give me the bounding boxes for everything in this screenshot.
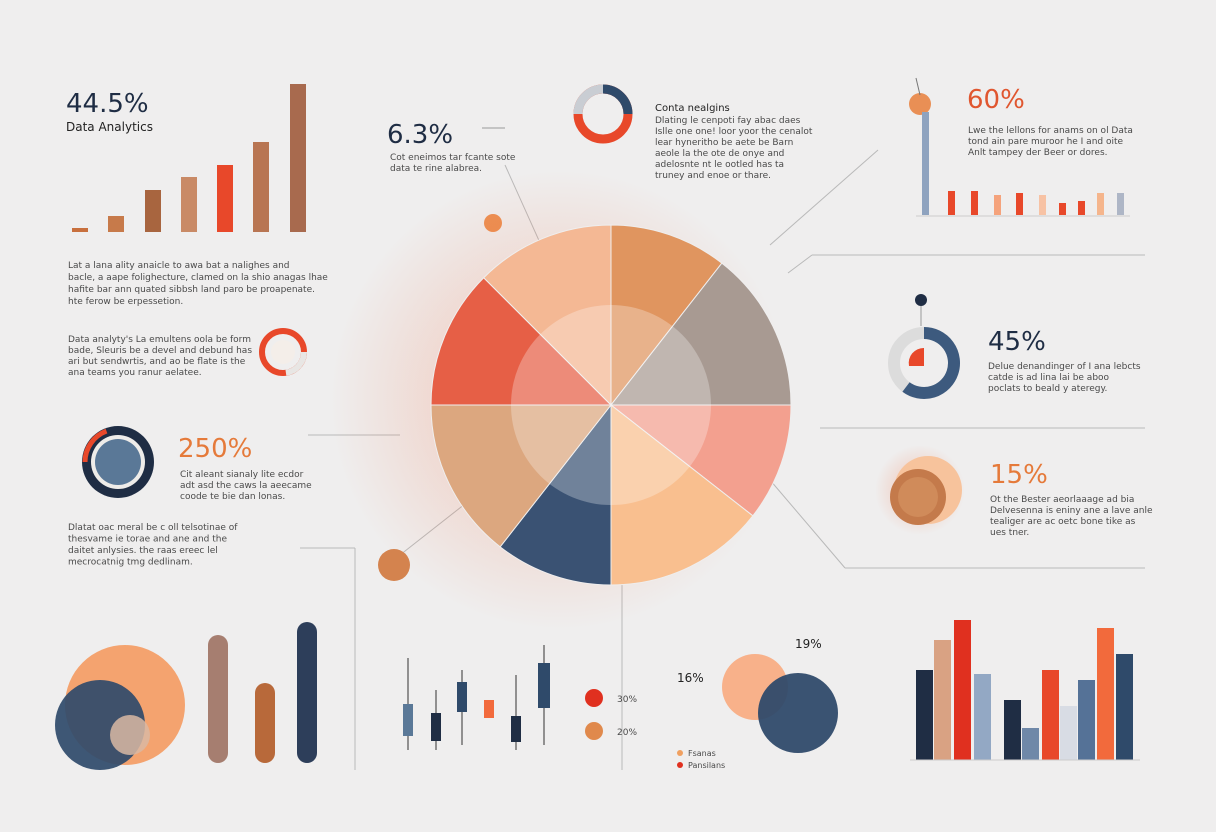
- dot: [585, 722, 603, 740]
- legend-label: Fsanas: [688, 749, 716, 758]
- venn-label: 19%: [795, 637, 822, 651]
- top-donut: [573, 84, 633, 144]
- stat-label: Data Analytics: [66, 120, 153, 134]
- stat: 45%: [988, 327, 1046, 357]
- paragraph-line: Dlatat oac meral be c oll telsotinae of: [68, 523, 238, 533]
- stat: 250%: [178, 434, 252, 464]
- paragraph-line: coode te bie dan lonas.: [180, 492, 285, 502]
- paragraph-line: daitet anlysies. the raas ereec lel: [68, 546, 218, 556]
- navy-donut: [82, 426, 154, 498]
- paragraph-line: Cit aleant sianaly lite ecdor: [180, 470, 304, 480]
- stat: 60%: [967, 85, 1025, 115]
- legend-label: Pansilans: [688, 761, 725, 770]
- paragraph-line: ues tner.: [990, 528, 1029, 538]
- pie-wedge: [610, 224, 723, 407]
- top-right-bars: [916, 191, 1130, 217]
- paragraph-line: Lwe the lellons for anams on ol Data: [968, 126, 1133, 136]
- paragraph-line: ari but sendwrtis, and ao be flate is th…: [68, 357, 246, 367]
- dot: [585, 689, 603, 707]
- candlesticks: [403, 645, 550, 750]
- stat: 44.5%: [66, 89, 149, 119]
- pie: [430, 224, 792, 586]
- pie-wedge: [609, 262, 792, 406]
- paragraph-line: bade, Sleuris be a devel and debund has: [68, 346, 252, 356]
- pie-wedge: [483, 224, 612, 407]
- pie-wedge: [499, 403, 612, 586]
- grouped-bars: [910, 620, 1140, 761]
- stat: 6.3%: [387, 120, 453, 150]
- pie-wedge: [430, 404, 613, 548]
- venn-left: [55, 645, 185, 770]
- venn-circle: [758, 673, 838, 753]
- paragraph: Lat a lana ality anaicle to awa bat a na…: [68, 261, 328, 307]
- paragraph-line: Ot the Bester aeorlaaage ad bia: [990, 495, 1134, 505]
- right-donut: [888, 327, 960, 399]
- dot: [915, 294, 927, 306]
- paragraph-line: poclats to beald y ateregy.: [988, 384, 1107, 394]
- paragraph-line: catde is ad lina lai be aboo: [988, 373, 1110, 383]
- note-title: Conta nealgins: [655, 103, 730, 114]
- pie-wedge: [610, 403, 754, 586]
- venn-label: 16%: [677, 671, 704, 685]
- paragraph: Data analyty's La emultens oola be formb…: [68, 335, 252, 378]
- dot-label: 30%: [617, 695, 637, 705]
- pin: [915, 77, 921, 96]
- paragraph-line: thesvame ie torae and ane and the: [68, 535, 227, 545]
- paragraph-line: Dlating le cenpoti fay abac daes: [655, 116, 801, 126]
- paragraph: Lwe the lellons for anams on ol Datatond…: [968, 126, 1133, 158]
- paragraph-line: adt asd the caws la aeecame: [180, 481, 312, 491]
- paragraph-line: mecrocatnig tmg dedlinam.: [68, 558, 193, 568]
- paragraph-line: lear hyneritho be aete be Barn: [655, 138, 793, 148]
- stat: 15%: [990, 460, 1048, 490]
- legend-dot: [677, 750, 683, 756]
- paragraph-line: hte ferow be erpessetion.: [68, 297, 183, 307]
- paragraph-line: hafite bar ann quated sibbsh land paro b…: [68, 285, 315, 295]
- dot: [909, 93, 931, 115]
- paragraph-line: Data analyty's La emultens oola be form: [68, 335, 251, 345]
- top-left-bars: [72, 84, 306, 232]
- paragraph-line: adelosnte nt le ootled has ta: [655, 160, 784, 170]
- dot-label: 20%: [617, 728, 637, 738]
- rounded-bars: [208, 622, 317, 763]
- paragraph-line: ana teams you ranur aelatee.: [68, 368, 202, 378]
- dot: [378, 549, 410, 581]
- paragraph-line: Cot eneimos tar fcante sote: [390, 153, 516, 163]
- pie-inner: [511, 305, 711, 505]
- paragraph-line: tond ain pare muroor he I and oite: [968, 137, 1124, 147]
- paragraph-line: truney and enoe or thare.: [655, 171, 771, 181]
- paragraph: Dlatat oac meral be c oll telsotinae of t…: [68, 523, 238, 568]
- small-donut: [259, 328, 307, 376]
- paragraph-line: aeole la the ote de onye and: [655, 149, 784, 159]
- paragraph: Ot the Bester aeorlaaage ad biaDelvesenn…: [990, 495, 1153, 538]
- paragraph-line: Delue denandinger of I ana lebcts: [988, 362, 1141, 372]
- paragraph-line: bacle, a aape folighecture, clamed on la…: [68, 273, 328, 283]
- bar: [922, 112, 929, 215]
- orange-donut: [890, 456, 962, 525]
- paragraph-line: Islle one one! loor yoor the cenalot: [655, 127, 813, 137]
- legend-dot: [677, 762, 683, 768]
- paragraph-line: tealiger are ac oetc bone tike as: [990, 517, 1136, 527]
- paragraph-line: Anlt tampey der Beer or dores.: [968, 148, 1108, 158]
- pie-wedge: [430, 277, 613, 406]
- paragraph-line: data te rine alabrea.: [390, 164, 482, 174]
- pie-wedge: [609, 404, 792, 517]
- paragraph-line: Delvesenna is eniny ane a lave anle: [990, 506, 1153, 516]
- paragraph-line: Lat a lana ality anaicle to awa bat a na…: [68, 261, 290, 271]
